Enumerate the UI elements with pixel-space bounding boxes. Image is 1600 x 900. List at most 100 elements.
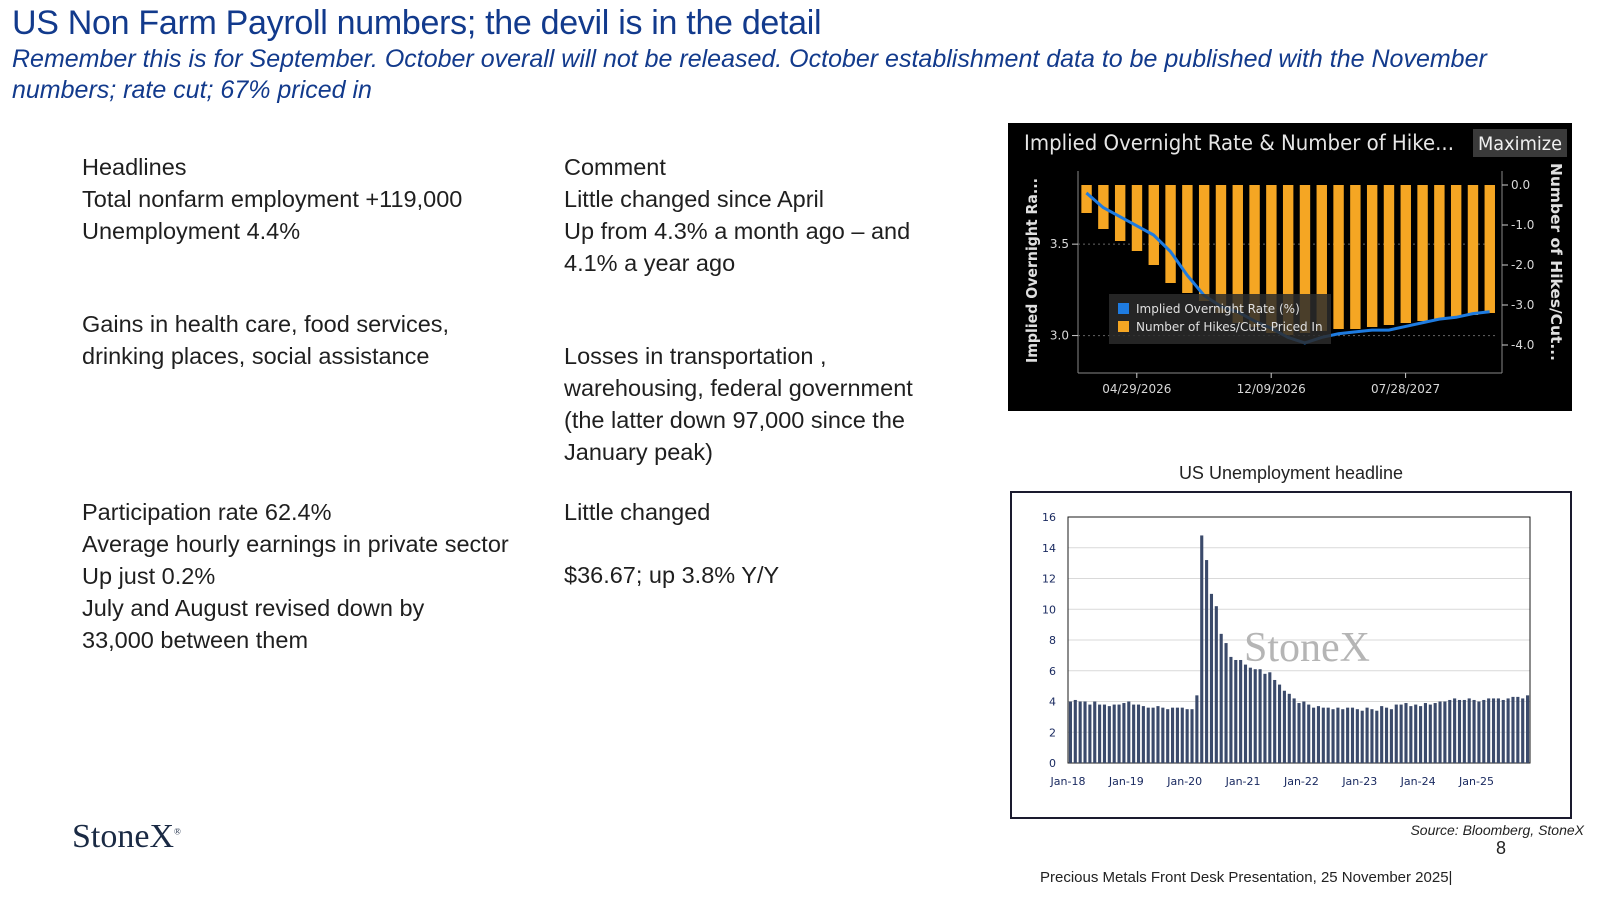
left-block-headlines: Headlines Total nonfarm employment +119,…: [82, 151, 462, 247]
bbg-legend-box: [1109, 294, 1331, 344]
page-subtitle: Remember this is for September. October …: [12, 45, 1487, 104]
un-bar: [1190, 709, 1194, 763]
un-bar: [1292, 698, 1296, 763]
bbg-right-tick-label: 0.0: [1511, 178, 1530, 192]
un-bar: [1370, 709, 1374, 763]
bbg-left-tick-label: 3.0: [1050, 329, 1069, 343]
logo-text: StoneX: [72, 818, 174, 855]
bbg-hike-bar: [1484, 185, 1495, 313]
un-bar: [1496, 698, 1500, 763]
bbg-hike-bar: [1198, 185, 1210, 301]
un-y-tick-label: 10: [1042, 603, 1056, 616]
un-bar: [1073, 699, 1077, 763]
un-bar: [1117, 704, 1121, 763]
left-block-gains: Gains in health care, food services, dri…: [82, 308, 449, 372]
bbg-x-tick-label: 12/09/2026: [1237, 382, 1306, 396]
un-bar: [1482, 699, 1486, 763]
un-bar: [1102, 704, 1107, 763]
left-line: Up just 0.2%: [82, 563, 216, 589]
un-bar: [1477, 701, 1481, 763]
left-line: Participation rate 62.4%: [82, 499, 332, 525]
left-line: Headlines: [82, 154, 187, 180]
bbg-hike-bar: [1165, 185, 1176, 283]
un-bar: [1205, 560, 1209, 763]
un-bar: [1472, 699, 1476, 763]
un-bar: [1380, 706, 1384, 763]
un-bar: [1253, 669, 1257, 763]
un-y-tick-label: 14: [1042, 542, 1056, 555]
un-bar: [1453, 698, 1457, 763]
un-bar: [1346, 707, 1350, 763]
bbg-hike-bar: [1114, 185, 1126, 241]
un-bar: [1287, 693, 1291, 763]
legend-label-hikes: Number of Hikes/Cuts Priced In: [1136, 320, 1323, 334]
bbg-hike-bar: [1266, 185, 1277, 333]
implied-rate-chart: Implied Overnight Rate & Number of Hike.…: [1023, 129, 1567, 396]
bbg-left-axis-label: Implied Overnight Ra...: [1023, 178, 1041, 363]
left-line: July and August revised down by: [82, 595, 425, 621]
un-bar: [1409, 706, 1413, 763]
bbg-hike-bar: [1316, 185, 1327, 331]
maximize-button-bg[interactable]: [1473, 129, 1567, 157]
left-line: Total nonfarm employment +119,000: [82, 186, 463, 212]
stonex-logo: StoneX®: [72, 818, 181, 856]
right-line: Little changed since April: [564, 186, 824, 212]
un-bar: [1457, 699, 1462, 763]
un-bar: [1321, 707, 1325, 763]
un-bar: [1526, 695, 1530, 763]
page-number: 8: [1496, 838, 1507, 858]
bbg-right-tick-label: -2.0: [1511, 258, 1534, 272]
un-bar: [1443, 701, 1447, 763]
un-bar: [1132, 704, 1136, 763]
source-note: Source: Bloomberg, StoneX: [1410, 822, 1584, 838]
un-bar: [1141, 706, 1145, 763]
bbg-hike-bar: [1148, 185, 1159, 265]
un-bar: [1297, 703, 1301, 763]
un-bar: [1423, 703, 1427, 763]
un-x-tick-label: Jan-22: [1283, 775, 1319, 788]
bbg-x-tick-label: 04/29/2026: [1102, 382, 1171, 396]
right-line: Up from 4.3% a month ago – and: [564, 218, 911, 244]
un-bar: [1462, 699, 1466, 763]
un-bar: [1195, 695, 1199, 763]
un-bar: [1239, 659, 1243, 763]
un-bar: [1404, 703, 1408, 763]
footer-text: Precious Metals Front Desk Presentation,…: [1040, 869, 1453, 886]
un-bar: [1399, 704, 1403, 763]
bbg-hike-bar: [1215, 185, 1227, 313]
un-bar: [1200, 535, 1204, 763]
un-bar: [1341, 709, 1345, 763]
right-block-losses: Losses in transportation , warehousing, …: [564, 340, 913, 468]
left-block-participation: Participation rate 62.4% Average hourly …: [82, 496, 509, 656]
bbg-hike-bar: [1450, 185, 1462, 317]
un-bar: [1419, 706, 1423, 763]
un-bar: [1277, 684, 1282, 763]
legend-swatch-hikes: [1118, 321, 1129, 332]
un-bar: [1384, 707, 1389, 763]
right-line: $36.67; up 3.8% Y/Y: [564, 562, 780, 588]
un-y-tick-label: 0: [1049, 757, 1056, 770]
right-block-little-changed: Little changed: [564, 496, 710, 528]
right-line: 4.1% a year ago: [564, 250, 736, 276]
unemployment-chart-panel: StoneX 0 2 4 6 8 10 12 14 16 Jan-18 Jan-19 Jan-20 Ja…: [1010, 491, 1572, 819]
un-bar: [1209, 593, 1214, 763]
un-bar: [1511, 696, 1515, 763]
un-bar: [1438, 701, 1442, 763]
bbg-hike-bar: [1366, 185, 1378, 327]
un-bar: [1161, 707, 1165, 763]
un-bar: [1355, 709, 1359, 763]
un-bar: [1365, 707, 1369, 763]
un-bar: [1336, 707, 1340, 763]
un-bar: [1175, 707, 1179, 763]
maximize-button[interactable]: Maximize: [1478, 133, 1562, 155]
un-x-tick-label: Jan-23: [1341, 775, 1377, 788]
bbg-hike-bar: [1131, 185, 1143, 251]
un-bar: [1506, 698, 1510, 763]
un-bar: [1312, 707, 1316, 763]
un-bar: [1491, 698, 1496, 763]
un-bar: [1258, 669, 1262, 763]
un-bar: [1467, 698, 1471, 763]
un-bar: [1078, 701, 1082, 763]
un-bar: [1234, 659, 1238, 763]
right-line: Comment: [564, 154, 666, 180]
